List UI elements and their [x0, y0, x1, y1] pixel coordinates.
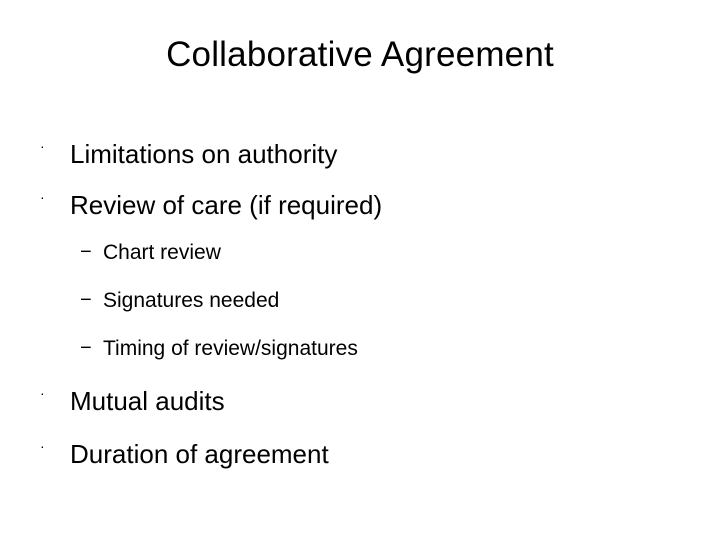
sub-bullet-item-signatures: − Signatures needed [0, 288, 720, 316]
slide-title: Collaborative Agreement [166, 35, 554, 74]
sub-bullet-item-timing: − Timing of review/signatures [0, 336, 720, 364]
dash-icon: − [80, 337, 92, 359]
bullet-dot-icon: · [40, 385, 45, 401]
bullet-text: Mutual audits [70, 386, 225, 416]
bullet-item-duration: · Duration of agreement [0, 438, 720, 472]
bullet-item-limitations: · Limitations on authority [0, 138, 720, 172]
bullet-item-review-of-care: · Review of care (if required) [0, 189, 720, 223]
dash-icon: − [80, 241, 92, 263]
bullet-text: Limitations on authority [70, 139, 338, 169]
bullet-text: Duration of agreement [70, 439, 329, 469]
sub-bullet-text: Timing of review/signatures [103, 337, 358, 360]
sub-bullet-text: Chart review [103, 241, 221, 264]
bullet-dot-icon: · [40, 138, 45, 154]
sub-bullet-item-chart-review: − Chart review [0, 240, 720, 268]
bullet-dot-icon: · [40, 189, 45, 205]
bullet-dot-icon: · [40, 438, 45, 454]
bullet-item-mutual-audits: · Mutual audits [0, 385, 720, 419]
sub-bullet-text: Signatures needed [103, 289, 280, 312]
dash-icon: − [80, 289, 92, 311]
bullet-text: Review of care (if required) [70, 190, 383, 220]
